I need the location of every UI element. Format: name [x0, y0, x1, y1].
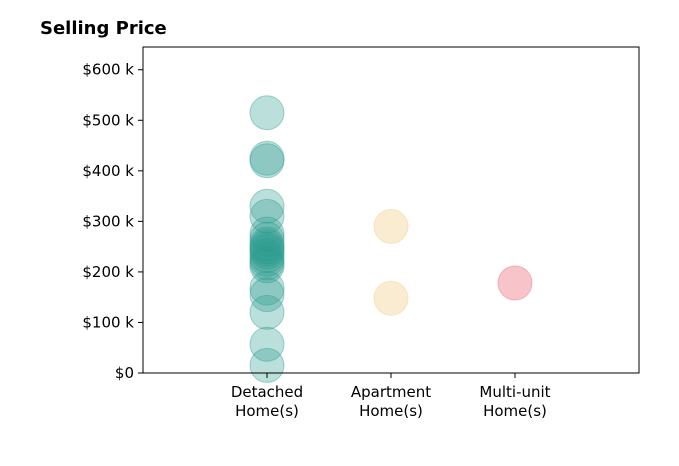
- x-tick-label-line: Home(s): [483, 402, 547, 420]
- x-tick-label: Detached Home(s): [231, 383, 303, 420]
- x-tick-label-line: Home(s): [359, 402, 423, 420]
- x-axis: Detached Home(s)Apartment Home(s)Multi-uni…: [231, 373, 551, 420]
- y-tick-label: $0: [115, 364, 134, 382]
- data-point: [373, 208, 409, 244]
- x-tick-label-line: Detached: [231, 383, 303, 401]
- data-point: [249, 294, 285, 330]
- data-point: [249, 270, 285, 306]
- x-tick-label-line: Apartment: [351, 383, 431, 401]
- data-point: [249, 216, 285, 252]
- data-point: [249, 248, 285, 284]
- data-point: [497, 265, 533, 301]
- chart-title: Selling Price: [40, 18, 167, 39]
- data-point: [249, 245, 285, 281]
- data-point: [249, 229, 285, 265]
- data-point: [249, 221, 285, 257]
- x-tick-label-line: Multi-unit: [479, 383, 550, 401]
- x-tick-label: Multi-unit Home(s): [479, 383, 550, 420]
- data-point: [249, 241, 285, 277]
- y-tick-label: $300 k: [82, 212, 134, 230]
- data-point: [249, 198, 285, 234]
- x-tick-label-line: Home(s): [235, 402, 299, 420]
- y-tick-label: $600 k: [82, 61, 134, 79]
- data-point: [249, 188, 285, 224]
- x-tick-label: Apartment Home(s): [351, 383, 431, 420]
- y-tick-label: $200 k: [82, 263, 134, 281]
- data-point: [373, 280, 409, 316]
- data-point: [249, 326, 285, 362]
- y-axis: $0 $100 k $200 k $300 k $400 k $500 k $600 k: [82, 61, 143, 382]
- data-point: [249, 226, 285, 262]
- data-point: [249, 231, 285, 267]
- data-point: [249, 238, 285, 274]
- data-point: [249, 234, 285, 270]
- data-point: [249, 95, 285, 131]
- y-tick-label: $100 k: [82, 313, 134, 331]
- y-tick-label: $400 k: [82, 162, 134, 180]
- points-layer: [249, 95, 533, 383]
- y-tick-label: $500 k: [82, 111, 134, 129]
- data-point: [249, 140, 285, 176]
- data-point: [249, 347, 285, 383]
- data-point: [249, 143, 285, 179]
- data-point: [249, 277, 285, 313]
